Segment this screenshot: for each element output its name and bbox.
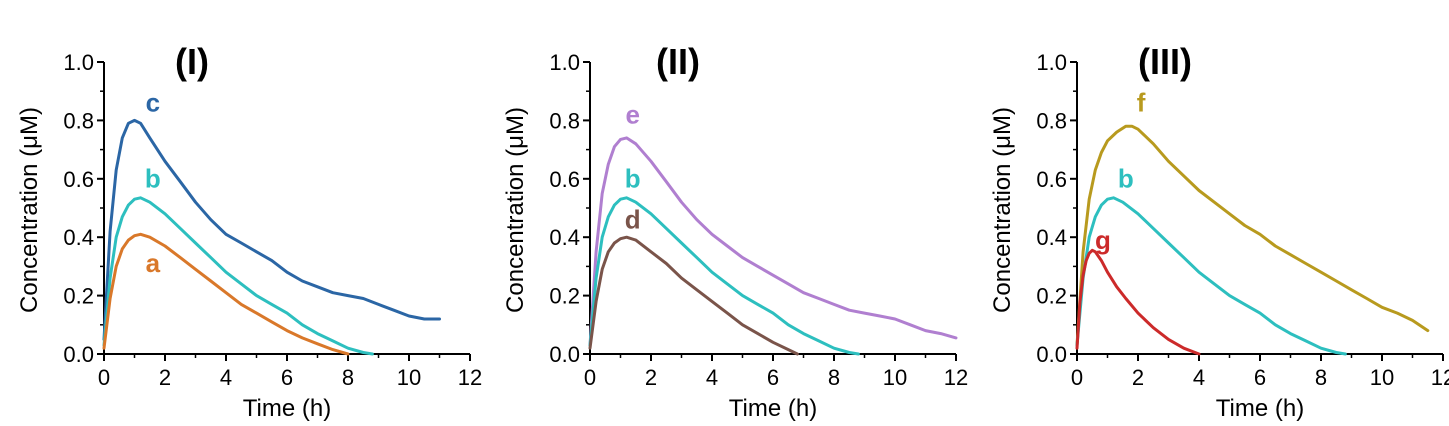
- panel-title-ii: (II): [656, 41, 700, 82]
- x-tick-label: 2: [645, 365, 657, 390]
- y-tick-label: 1.0: [63, 50, 94, 75]
- series-line-b: [588, 196, 860, 356]
- x-tick-label: 12: [944, 365, 968, 390]
- x-tick-label: 6: [1254, 365, 1266, 390]
- series-label-f: f: [1137, 88, 1146, 118]
- x-tick-label: 0: [1071, 365, 1083, 390]
- y-tick-label: 0.4: [549, 225, 580, 250]
- chart-panel-i: 0 2 4 6 8 10 12 0.0 0.2 0.4 0.6 0.8 1.0 Time (h) Conce…: [16, 41, 482, 422]
- y-tick-label: 0.4: [63, 225, 94, 250]
- y-tick-label: 0.8: [549, 108, 580, 133]
- series-label-a: a: [146, 248, 161, 278]
- series-label-e: e: [625, 99, 639, 129]
- y-tick-label: 0.2: [1036, 284, 1067, 309]
- x-tick-label: 4: [706, 365, 718, 390]
- series-line-g: [1075, 248, 1201, 356]
- series-label-b: b: [1118, 164, 1134, 194]
- y-tick-label: 0.8: [1036, 108, 1067, 133]
- y-tick-label: 1.0: [1036, 50, 1067, 75]
- x-tick-label: 12: [458, 365, 482, 390]
- series-line-c: [102, 118, 441, 341]
- x-tick-label: 10: [397, 365, 421, 390]
- y-tick-label: 1.0: [549, 50, 580, 75]
- y-tick-label: 0.0: [549, 342, 580, 367]
- y-axis-title: Concentration (μM): [989, 107, 1016, 313]
- x-tick-label: 0: [98, 365, 110, 390]
- series-label-c: c: [146, 88, 160, 118]
- chart-panel-ii: 0 2 4 6 8 10 12 0.0 0.2 0.4 0.6 0.8 1.0 Time (h) Conce…: [502, 41, 968, 422]
- x-tick-label: 12: [1431, 365, 1449, 390]
- series-line-b: [102, 196, 374, 356]
- y-tick-label: 0.6: [1036, 167, 1067, 192]
- x-tick-label: 10: [883, 365, 907, 390]
- x-tick-label: 8: [828, 365, 840, 390]
- x-tick-label: 0: [584, 365, 596, 390]
- x-tick-label: 8: [342, 365, 354, 390]
- x-axis-title: Time (h): [243, 395, 331, 422]
- chart-panel-iii: 0 2 4 6 8 10 12 0.0 0.2 0.4 0.6 0.8 1.0 Time (h) Conce…: [989, 41, 1449, 422]
- series-line-a: [102, 232, 350, 356]
- panel-title-i: (I): [175, 41, 209, 82]
- y-tick-label: 0.0: [63, 342, 94, 367]
- x-axis-title: Time (h): [1216, 395, 1304, 422]
- panel-title-iii: (III): [1138, 41, 1192, 82]
- x-tick-label: 4: [1193, 365, 1205, 390]
- series-line-b: [1075, 196, 1347, 356]
- series-line-d: [588, 235, 799, 356]
- y-tick-label: 0.8: [63, 108, 94, 133]
- y-axis-title: Concentration (μM): [16, 107, 43, 313]
- x-tick-label: 10: [1370, 365, 1394, 390]
- series-label-d: d: [625, 204, 641, 234]
- x-tick-label: 6: [767, 365, 779, 390]
- series-label-g: g: [1095, 225, 1111, 255]
- y-tick-label: 0.2: [63, 284, 94, 309]
- series-label-b: b: [625, 164, 641, 194]
- y-axis-title: Concentration (μM): [502, 107, 529, 313]
- x-tick-label: 8: [1315, 365, 1327, 390]
- x-tick-label: 6: [281, 365, 293, 390]
- y-tick-label: 0.6: [549, 167, 580, 192]
- y-tick-label: 0.2: [549, 284, 580, 309]
- x-tick-label: 2: [1132, 365, 1144, 390]
- y-tick-label: 0.4: [1036, 225, 1067, 250]
- y-tick-label: 0.0: [1036, 342, 1067, 367]
- series-line-f: [1075, 124, 1430, 347]
- series-label-b: b: [145, 164, 161, 194]
- y-tick-label: 0.6: [63, 167, 94, 192]
- x-tick-label: 4: [220, 365, 232, 390]
- x-axis-title: Time (h): [729, 395, 817, 422]
- x-tick-label: 2: [159, 365, 171, 390]
- series-line-e: [588, 136, 958, 347]
